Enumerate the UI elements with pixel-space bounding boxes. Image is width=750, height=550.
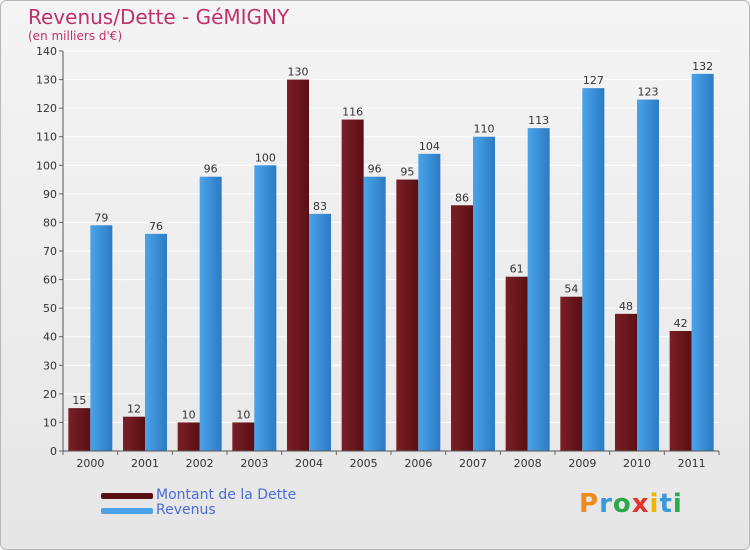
- logo-letter: x: [631, 489, 650, 519]
- logo-letter: t: [659, 489, 673, 519]
- y-tick-label: 70: [43, 245, 57, 258]
- data-label-dette-2004: 130: [288, 66, 309, 79]
- data-label-revenus-2008: 113: [528, 114, 549, 127]
- data-label-dette-2010: 48: [619, 300, 633, 313]
- data-label-revenus-2004: 83: [313, 200, 327, 213]
- bar-revenus-2000: [90, 225, 113, 451]
- y-tick-label: 10: [43, 416, 57, 429]
- data-labels: 15 79 12 76 10 96 10 100 130 83 116 96 95 104 86 110 61 1…: [72, 60, 713, 422]
- bar-dette-2000: [68, 408, 91, 451]
- y-tick-label: 50: [43, 302, 57, 315]
- proxiti-logo: Proxiti: [579, 489, 683, 519]
- data-label-dette-2006: 95: [400, 166, 414, 179]
- y-tick-label: 0: [50, 445, 57, 458]
- bar-revenus-2008: [527, 128, 550, 451]
- bar-dette-2004: [287, 79, 309, 452]
- bar-revenus-2001: [145, 233, 167, 451]
- logo-letter: r: [599, 489, 613, 519]
- data-label-revenus-2001: 76: [149, 220, 163, 233]
- bar-dette-2001: [123, 416, 145, 451]
- x-tick-label: 2007: [459, 457, 487, 470]
- legend-swatch-dette: [101, 493, 153, 499]
- bar-dette-2005: [341, 119, 364, 452]
- x-tick-label: 2010: [623, 457, 651, 470]
- bar-dette-2002: [177, 422, 200, 451]
- data-label-dette-2007: 86: [455, 191, 469, 204]
- bar-dette-2011: [669, 331, 692, 451]
- bar-dette-2007: [451, 205, 473, 451]
- data-label-revenus-2005: 96: [368, 163, 382, 176]
- x-tick-label: 2009: [568, 457, 596, 470]
- legend-label-dette: Montant de la Dette: [156, 487, 297, 503]
- chart-title: Revenus/Dette - GéMIGNY: [28, 5, 290, 29]
- bar-dette-2006: [396, 179, 419, 452]
- data-label-revenus-2006: 104: [419, 140, 440, 153]
- data-label-dette-2009: 54: [564, 283, 578, 296]
- data-label-revenus-2009: 127: [583, 74, 604, 87]
- data-label-dette-2008: 61: [510, 263, 524, 276]
- bar-revenus-2006: [418, 153, 441, 451]
- y-tick-label: 110: [36, 131, 57, 144]
- x-tick-label: 2006: [404, 457, 432, 470]
- logo-letter: P: [579, 489, 600, 519]
- x-tick-label: 2004: [295, 457, 323, 470]
- bar-dette-2008: [505, 276, 528, 451]
- y-tick-label: 130: [36, 74, 57, 87]
- y-tick-label: 40: [43, 331, 57, 344]
- data-label-revenus-2011: 132: [692, 60, 713, 73]
- data-label-revenus-2002: 96: [204, 163, 218, 176]
- y-tick-label: 80: [43, 216, 57, 229]
- data-label-dette-2001: 12: [127, 403, 141, 416]
- x-tick-label: 2000: [76, 457, 104, 470]
- y-tick-label: 20: [43, 388, 57, 401]
- x-tick-label: 2005: [350, 457, 378, 470]
- x-axis-ticks: 2000 2001 2002 2003 2004 2005 2006 2007 2008 2009…: [62, 451, 720, 470]
- y-tick-label: 60: [43, 274, 57, 287]
- data-label-revenus-2007: 110: [474, 123, 495, 136]
- bar-series: [68, 73, 714, 452]
- y-tick-label: 120: [36, 102, 57, 115]
- x-tick-label: 2008: [514, 457, 542, 470]
- bar-revenus-2011: [691, 73, 714, 451]
- bar-revenus-2009: [582, 88, 605, 452]
- bar-revenus-2002: [199, 176, 222, 451]
- data-label-revenus-2003: 100: [255, 151, 276, 164]
- bar-revenus-2003: [254, 165, 277, 452]
- bar-dette-2009: [560, 296, 583, 451]
- bar-revenus-2004: [309, 213, 331, 451]
- data-label-dette-2005: 116: [342, 106, 363, 119]
- logo-letter: i: [672, 489, 683, 519]
- bar-revenus-2005: [363, 176, 386, 451]
- chart-subtitle: (en milliers d'€): [28, 29, 123, 43]
- x-tick-label: 2001: [131, 457, 159, 470]
- data-label-revenus-2000: 79: [94, 211, 108, 224]
- y-tick-label: 100: [36, 159, 57, 172]
- y-tick-label: 30: [43, 359, 57, 372]
- logo-letter: o: [612, 489, 632, 519]
- y-tick-label: 140: [36, 45, 57, 58]
- data-label-dette-2000: 15: [72, 394, 86, 407]
- legend-label-revenus: Revenus: [156, 502, 216, 518]
- x-tick-label: 2002: [186, 457, 214, 470]
- y-axis-ticks: 0 10 20 30 40 50 60 70 80 90 100 110 120 130 140: [36, 45, 63, 458]
- x-tick-label: 2003: [240, 457, 268, 470]
- bar-revenus-2010: [637, 99, 659, 452]
- data-label-dette-2003: 10: [236, 408, 250, 421]
- data-label-dette-2011: 42: [674, 317, 688, 330]
- y-tick-label: 90: [43, 188, 57, 201]
- bar-dette-2003: [232, 422, 255, 451]
- x-tick-label: 2011: [678, 457, 706, 470]
- logo-letter: i: [649, 489, 660, 519]
- bar-revenus-2007: [473, 136, 495, 451]
- data-label-revenus-2010: 123: [638, 86, 659, 99]
- data-label-dette-2002: 10: [182, 408, 196, 421]
- bar-dette-2010: [615, 313, 637, 451]
- legend-swatch-revenus: [101, 508, 153, 514]
